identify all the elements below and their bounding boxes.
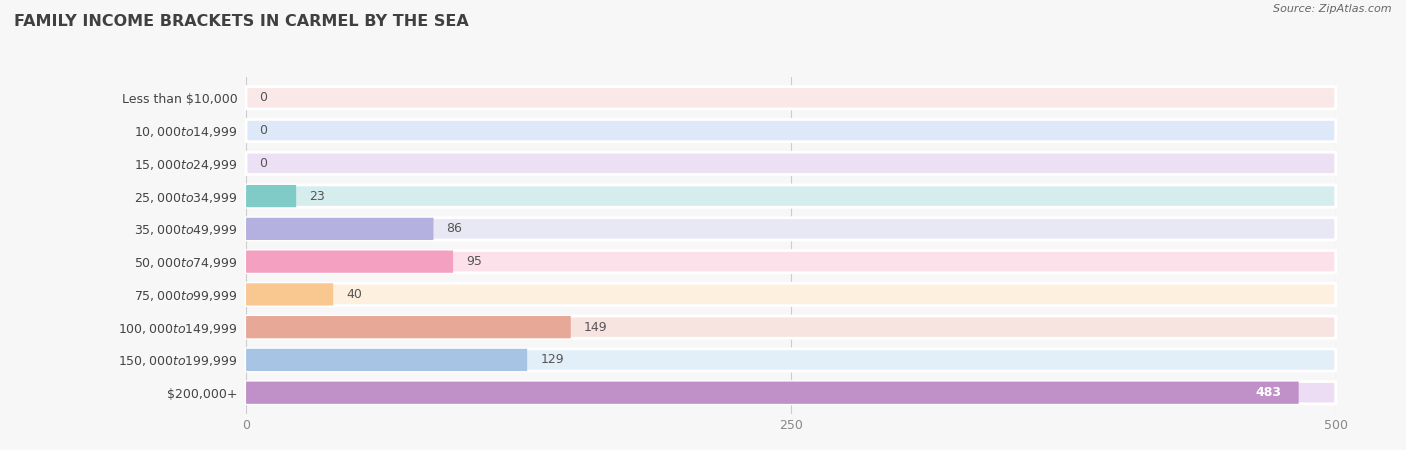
Text: 0: 0 [259, 124, 267, 137]
FancyBboxPatch shape [246, 185, 1336, 207]
FancyBboxPatch shape [246, 316, 571, 338]
FancyBboxPatch shape [246, 152, 1336, 175]
FancyBboxPatch shape [246, 185, 297, 207]
Text: 0: 0 [259, 91, 267, 104]
Text: Source: ZipAtlas.com: Source: ZipAtlas.com [1274, 4, 1392, 14]
FancyBboxPatch shape [246, 251, 453, 273]
Text: 40: 40 [346, 288, 363, 301]
Text: 95: 95 [467, 255, 482, 268]
Text: FAMILY INCOME BRACKETS IN CARMEL BY THE SEA: FAMILY INCOME BRACKETS IN CARMEL BY THE … [14, 14, 468, 28]
Text: 129: 129 [540, 353, 564, 366]
Text: 483: 483 [1256, 386, 1281, 399]
Text: 23: 23 [309, 189, 325, 202]
FancyBboxPatch shape [246, 316, 1336, 338]
FancyBboxPatch shape [246, 283, 1336, 306]
FancyBboxPatch shape [246, 119, 1336, 142]
Text: 149: 149 [583, 321, 607, 333]
FancyBboxPatch shape [246, 349, 1336, 371]
FancyBboxPatch shape [246, 283, 333, 306]
Text: 86: 86 [447, 222, 463, 235]
FancyBboxPatch shape [246, 251, 1336, 273]
Text: 0: 0 [259, 157, 267, 170]
FancyBboxPatch shape [246, 87, 1336, 109]
FancyBboxPatch shape [246, 382, 1299, 404]
FancyBboxPatch shape [246, 218, 433, 240]
FancyBboxPatch shape [246, 382, 1336, 404]
FancyBboxPatch shape [246, 349, 527, 371]
FancyBboxPatch shape [246, 218, 1336, 240]
